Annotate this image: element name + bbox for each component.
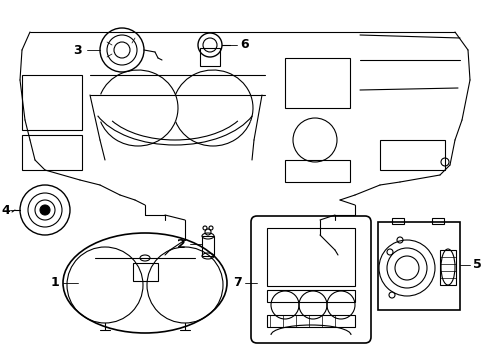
- Bar: [22, 75, 82, 130]
- Bar: [391, 218, 403, 224]
- Circle shape: [40, 205, 50, 215]
- Bar: [200, 48, 220, 66]
- Text: 6: 6: [240, 39, 249, 51]
- Text: 4: 4: [1, 203, 10, 216]
- Bar: [285, 58, 349, 108]
- Bar: [285, 160, 349, 182]
- Text: 5: 5: [472, 258, 480, 271]
- Bar: [439, 250, 455, 285]
- Text: 7: 7: [232, 276, 241, 289]
- Bar: [377, 222, 459, 310]
- Bar: [266, 290, 354, 302]
- Text: 2: 2: [176, 238, 185, 251]
- Bar: [202, 236, 214, 256]
- Bar: [379, 140, 444, 170]
- Bar: [22, 135, 82, 170]
- Bar: [266, 315, 354, 327]
- Text: 1: 1: [51, 276, 59, 289]
- Bar: [266, 228, 354, 286]
- Text: 3: 3: [74, 44, 82, 57]
- Bar: [431, 218, 443, 224]
- Bar: [133, 263, 158, 281]
